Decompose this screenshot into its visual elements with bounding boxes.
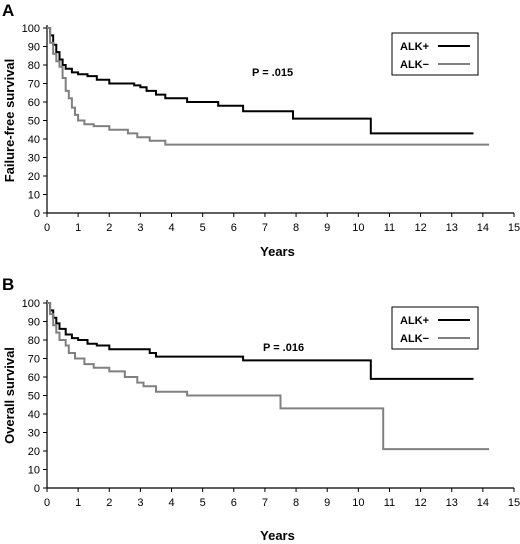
- chart-b-x-tick-label: 7: [262, 497, 268, 509]
- chart-b-y-tick-label: 100: [22, 298, 40, 310]
- chart-a-y-tick-label: 80: [28, 60, 40, 72]
- chart-a-legend-label-alk-positive: ALK+: [400, 41, 429, 53]
- chart-b-x-tick-label: 5: [200, 497, 206, 509]
- chart-b-y-tick-label: 40: [28, 409, 40, 421]
- chart-b-x-tick-label: 6: [231, 497, 237, 509]
- chart-a-x-tick-label: 12: [414, 222, 426, 234]
- chart-a-y-tick-label: 60: [28, 97, 40, 109]
- chart-a-x-tick-label: 2: [106, 222, 112, 234]
- chart-a-y-tick-label: 30: [28, 153, 40, 165]
- chart-b-y-tick-label: 80: [28, 335, 40, 347]
- chart-b-y-tick-label: 10: [28, 465, 40, 477]
- chart-b-y-tick-label: 20: [28, 446, 40, 458]
- chart-b-y-axis-title: Overall survival: [2, 347, 17, 444]
- chart-b-y-tick-label: 50: [28, 391, 40, 403]
- chart-a-panel-letter: A: [2, 1, 14, 20]
- chart-b-x-tick-label: 2: [106, 497, 112, 509]
- chart-b-x-tick-label: 15: [508, 497, 520, 509]
- chart-b-x-tick-label: 12: [414, 497, 426, 509]
- chart-a-y-tick-label: 0: [34, 208, 40, 220]
- chart-b-series-alk-positive-line: [47, 302, 474, 380]
- chart-a-y-tick-label: 10: [28, 190, 40, 202]
- chart-a-legend: ALK+ ALK−: [391, 32, 479, 76]
- chart-b-legend: ALK+ ALK−: [391, 306, 479, 350]
- chart-b-x-tick-label: 14: [477, 497, 489, 509]
- chart-a-x-tick-label: 1: [75, 222, 81, 234]
- chart-b-legend-box: [391, 306, 479, 350]
- chart-b-x-tick-label: 11: [384, 497, 395, 509]
- chart-a-x-tick-label: 7: [262, 222, 268, 234]
- chart-a-x-tick-label: 5: [200, 222, 206, 234]
- chart-b-x-tick-label: 1: [75, 497, 81, 509]
- chart-a-y-tick-label: 100: [22, 23, 40, 35]
- chart-a-series-alk-positive-line: [47, 27, 474, 135]
- chart-b-y-tick-label: 60: [28, 372, 40, 384]
- chart-b-y-tick-label: 90: [28, 317, 40, 329]
- chart-a-x-axis-title: Years: [260, 244, 295, 259]
- chart-b-x-tick-label: 10: [352, 497, 364, 509]
- chart-a-y-tick-label: 20: [28, 171, 40, 183]
- chart-a-y-tick-label: 90: [28, 42, 40, 54]
- chart-a-x-tick-label: 0: [44, 222, 50, 234]
- chart-b-x-tick-label: 13: [446, 497, 458, 509]
- chart-a-x-tick-label: 4: [168, 222, 174, 234]
- chart-a-series-alk-negative-line: [47, 27, 490, 146]
- chart-b-p-value-annotation: P = .016: [263, 342, 304, 354]
- chart-b-x-tick-label: 8: [293, 497, 299, 509]
- chart-b-legend-label-alk-positive: ALK+: [400, 315, 429, 327]
- chart-b-y-tick-label: 0: [34, 483, 40, 495]
- chart-b-panel-letter: B: [2, 275, 14, 294]
- chart-b-legend-label-alk-negative: ALK−: [400, 333, 429, 345]
- chart-a-x-tick-label: 13: [446, 222, 458, 234]
- chart-b-x-tick-label: 9: [324, 497, 330, 509]
- chart-b-y-tick-label: 70: [28, 354, 40, 366]
- chart-a-y-axis-title: Failure-free survival: [2, 59, 17, 183]
- chart-a-x-tick-label: 11: [384, 222, 395, 234]
- chart-b-y-tick-label: 30: [28, 428, 40, 440]
- chart-a-x-tick-label: 10: [352, 222, 364, 234]
- chart-a-y-tick-label: 40: [28, 134, 40, 146]
- chart-a-y-tick-label: 70: [28, 79, 40, 91]
- chart-a-y-tick-label: 50: [28, 116, 40, 128]
- chart-b-x-tick-label: 4: [168, 497, 174, 509]
- chart-b-x-tick-label: 0: [44, 497, 50, 509]
- chart-b-x-axis-title: Years: [260, 528, 295, 543]
- chart-a-legend-label-alk-negative: ALK−: [400, 59, 429, 71]
- chart-a-x-tick-label: 6: [231, 222, 237, 234]
- chart-a-x-tick-label: 14: [477, 222, 489, 234]
- chart-a-x-tick-label: 3: [137, 222, 143, 234]
- chart-a-x-tick-label: 8: [293, 222, 299, 234]
- chart-b-series-alk-negative-line: [47, 302, 490, 451]
- chart-a-x-tick-label: 15: [508, 222, 520, 234]
- chart-a-x-tick-label: 9: [324, 222, 330, 234]
- chart-a-p-value-annotation: P = .015: [252, 67, 293, 79]
- chart-a-legend-box: [391, 32, 479, 76]
- chart-b-x-tick-label: 3: [137, 497, 143, 509]
